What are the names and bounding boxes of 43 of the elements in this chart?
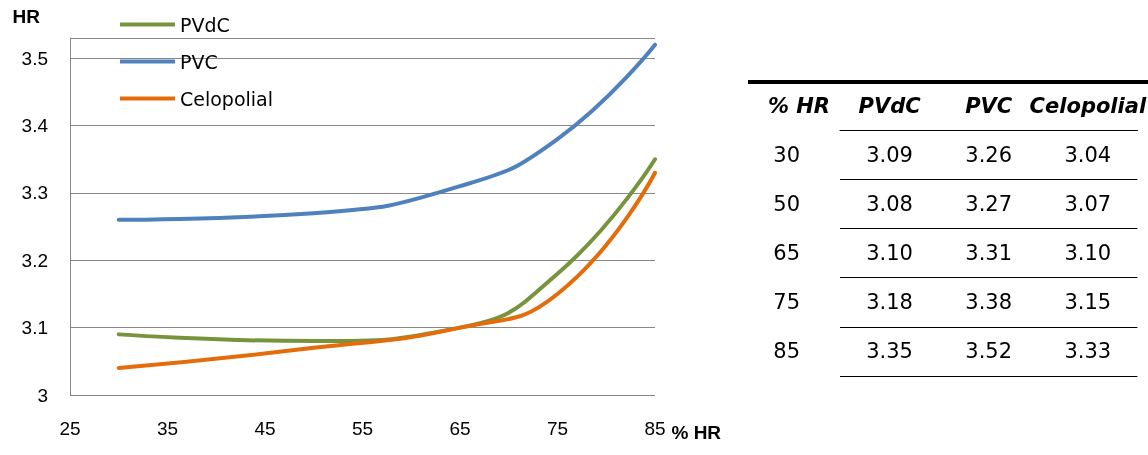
data-label: 3.09 [866,142,913,167]
y-tick-label: 30 [773,142,800,167]
x-axis-title: % HR [671,422,722,443]
data-label: 3.26 [965,142,1013,167]
x-tick-label: 35 [156,418,179,439]
data-label: 3.27 [965,191,1013,216]
y-tick-label: 3.1 [21,317,48,339]
y-tick-label: 75 [773,290,800,315]
data-label: 3.38 [965,290,1013,315]
x-tick-label: PVdC [858,93,922,118]
data-label: 3.08 [866,191,913,216]
y-tick-label: 3.3 [21,182,48,204]
legend-label: PVC [180,50,218,73]
data-label: 3.15 [1064,290,1112,315]
data-label: 3.33 [1064,339,1112,364]
y-tick-label: 3 [37,384,48,406]
x-tick-label: 55 [351,418,374,439]
legend-label: PVdC [180,13,230,36]
x-tick-label: 25 [59,418,81,439]
x-tick-label: 85 [644,418,666,439]
y-tick-label: 65 [773,241,800,265]
data-label: 3.35 [866,339,913,364]
x-tick-label: 75 [546,418,569,439]
data-label: 3.04 [1064,142,1112,167]
data-label: 3.10 [1064,241,1112,265]
x-tick-label: Celopolial [1029,93,1147,118]
y-axis-title: % HR [767,93,830,118]
y-tick-label: 50 [773,191,800,216]
x-tick-label: 65 [449,418,471,439]
data-label: 3.10 [866,241,913,265]
y-tick-label: 3.4 [21,115,49,137]
y-tick-label: 85 [773,339,800,364]
x-tick-label: 45 [254,418,276,439]
y-tick-label: 3.2 [21,249,48,271]
line-series [116,42,657,222]
data-label: 3.52 [965,339,1013,364]
y-axis-title: HR [12,6,41,27]
data-label: 3.18 [866,290,913,315]
y-tick-label: 3.5 [21,47,48,69]
data-label: 3.07 [1064,191,1112,216]
line-series [116,170,657,371]
data-label: 3.31 [965,241,1013,265]
x-tick-label: PVC [965,93,1013,118]
